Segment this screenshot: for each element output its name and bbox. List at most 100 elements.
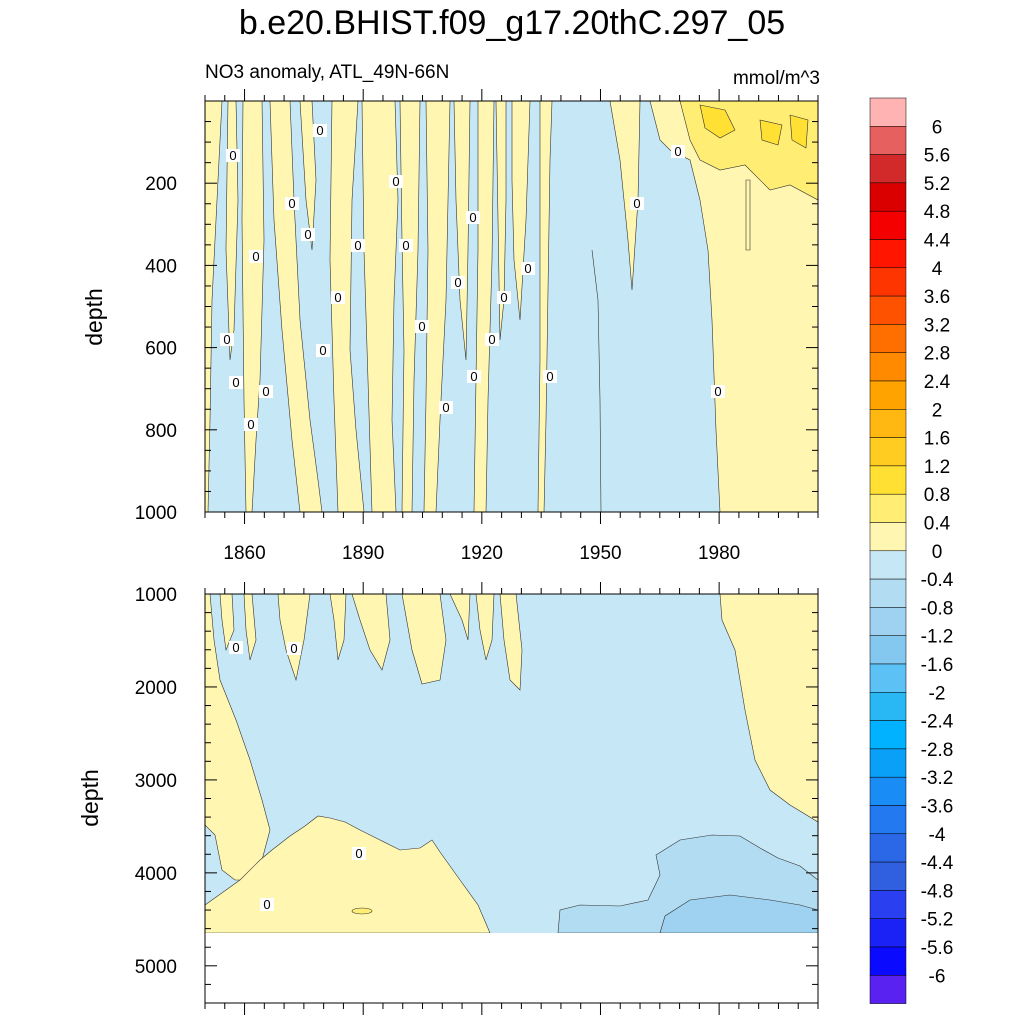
svg-text:0: 0: [470, 369, 477, 384]
svg-text:0: 0: [546, 369, 553, 384]
y-tick-label: 5000: [135, 957, 177, 978]
contour-label: 0: [220, 332, 234, 347]
contour-label: 0: [226, 148, 240, 163]
lower-ylabel: depth: [77, 769, 103, 827]
contour-label: 0: [467, 369, 481, 384]
upper-panel: 0 0 0 0 0 0 0 0 0 0 0 0 0 0 0 0 0 0 0 0 …: [81, 89, 819, 564]
colorbar-label: 0: [932, 542, 943, 563]
colorbar-swatch: [869, 437, 907, 467]
upper-y-ticks: [205, 100, 818, 513]
contour-label: 0: [451, 275, 465, 290]
colorbar-swatch: [869, 493, 907, 523]
colorbar-label: 4.4: [924, 231, 951, 252]
upper-positive-regions: [205, 101, 818, 512]
colorbar-swatch: [869, 210, 907, 240]
contour-label: 0: [521, 261, 535, 276]
colorbar-label: -5.2: [921, 910, 954, 931]
colorbar-label: 1.6: [924, 429, 950, 450]
svg-text:0: 0: [247, 417, 254, 432]
upper-positive-08: [699, 104, 809, 149]
colorbar-label: 2.4: [924, 372, 951, 393]
colorbar-label: -6: [929, 966, 946, 987]
colorbar-label: 2.8: [924, 344, 950, 365]
y-tick-label: 1000: [135, 585, 177, 606]
contour-label: 0: [351, 238, 365, 253]
colorbar-swatch: [869, 465, 907, 495]
svg-text:0: 0: [418, 319, 425, 334]
svg-text:0: 0: [442, 400, 449, 415]
x-tick-label: 1860: [223, 543, 265, 564]
colorbar-label: -4: [929, 825, 946, 846]
colorbar-swatch: [869, 776, 907, 806]
contour-label: 0: [630, 196, 644, 211]
svg-text:0: 0: [262, 384, 269, 399]
svg-text:0: 0: [355, 846, 362, 861]
colorbar-swatch: [869, 409, 907, 438]
svg-text:0: 0: [500, 290, 507, 305]
colorbar-swatch: [869, 380, 907, 410]
colorbar-swatch: [869, 890, 907, 919]
colorbar-swatch: [869, 720, 907, 750]
y-tick-label: 4000: [135, 864, 177, 885]
svg-text:0: 0: [290, 641, 297, 656]
contour-label: 0: [285, 196, 299, 211]
page-title: b.e20.BHIST.f09_g17.20thC.297_05: [238, 4, 786, 42]
colorbar-label: 1.2: [924, 457, 950, 478]
colorbar-swatch: [869, 663, 907, 693]
colorbar-swatch: [869, 805, 907, 835]
colorbar-label: -3.2: [921, 768, 954, 789]
lower-x-ticks: [204, 582, 819, 1015]
contour-label: 0: [313, 123, 327, 138]
contour-label: 0: [260, 897, 274, 912]
colorbar-swatch: [869, 182, 907, 212]
svg-text:0: 0: [223, 332, 230, 347]
colorbar-swatch: [869, 97, 907, 127]
y-tick-label: 3000: [135, 771, 177, 792]
upper-contour-line: [591, 249, 602, 512]
contour-label: 0: [244, 417, 258, 432]
colorbar-label: -2: [929, 683, 946, 704]
contour-label: 0: [352, 846, 366, 861]
colorbar-swatch: [869, 946, 907, 976]
contour-label: 0: [249, 249, 263, 264]
contour-label: 0: [485, 332, 499, 347]
svg-text:0: 0: [232, 375, 239, 390]
upper-contour-labels: 0 0 0 0 0 0 0 0 0 0 0 0 0 0 0 0 0 0 0 0 …: [220, 123, 725, 432]
lower-negative-08: [659, 894, 818, 934]
colorbar-swatch: [869, 267, 907, 297]
units-label: mmol/m^3: [732, 68, 820, 89]
x-tick-label: 1980: [698, 543, 740, 564]
colorbar-label: -0.4: [921, 570, 954, 591]
contour-label: 0: [671, 144, 685, 159]
contour-label: 0: [316, 343, 330, 358]
contour-label: 0: [229, 375, 243, 390]
contour-label: 0: [497, 290, 511, 305]
contour-label: 0: [439, 400, 453, 415]
contour-label: 0: [466, 210, 480, 225]
svg-text:0: 0: [354, 238, 361, 253]
colorbar-swatch: [869, 352, 907, 382]
colorbar-label: -5.6: [921, 938, 954, 959]
colorbar-swatch: [869, 918, 907, 948]
lower-y-ticks: [205, 593, 818, 1004]
colorbar-label: 4.8: [924, 202, 950, 223]
colorbar-swatch: [869, 748, 907, 778]
contour-label: 0: [259, 384, 273, 399]
colorbar-swatch: [869, 295, 907, 325]
colorbar-swatch: [869, 692, 907, 721]
colorbar-label: 5.6: [924, 146, 950, 167]
svg-text:0: 0: [392, 174, 399, 189]
colorbar-label: -2.4: [921, 712, 954, 733]
colorbar: [869, 97, 907, 1004]
x-tick-label: 1950: [579, 543, 621, 564]
lower-contour-fill: [205, 594, 818, 1003]
colorbar-swatch: [869, 126, 907, 155]
upper-x-ticks: [204, 89, 819, 524]
colorbar-label: -1.2: [921, 627, 954, 648]
colorbar-label: -2.8: [921, 740, 954, 761]
x-tick-labels: 1860 1890 1920 1950 1980: [223, 543, 740, 564]
lower-panel: 0 0 0 0 1000 2000 3000 4000 5000 depth: [77, 582, 819, 1015]
colorbar-label: 2: [932, 400, 943, 421]
colorbar-label: 5.2: [924, 174, 950, 195]
